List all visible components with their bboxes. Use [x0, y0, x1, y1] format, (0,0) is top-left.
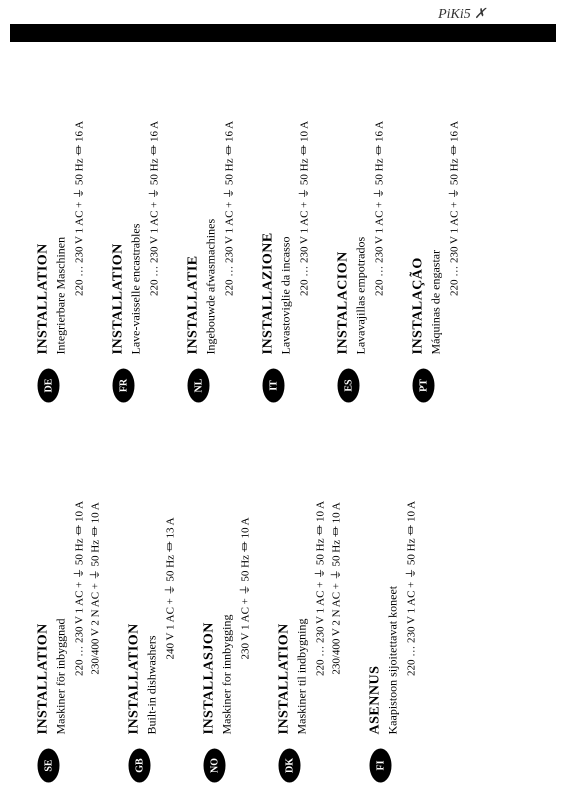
spec-line: 220 … 230 V 1 AC + ⏚ 50 Hz ⏛ 16 A [221, 63, 237, 355]
language-entry: DE INSTALLATIONIntegrierbare Maschinen220… [36, 63, 87, 403]
entry-title: INSTALLAZIONE [261, 63, 277, 355]
country-badge: NL [188, 369, 210, 403]
entry-subtitle: Kaapistoon sijoitettavat koneet [386, 443, 401, 735]
handwritten-note: PiKi5 ✗ [438, 6, 486, 23]
spec-line: 220 … 230 V 1 AC + ⏚ 50 Hz ⏛ 16 A [446, 63, 462, 355]
entry-title: INSTALLATION [36, 63, 52, 355]
country-badge: NO [204, 749, 226, 783]
entry-specs: 220 … 230 V 1 AC + ⏚ 50 Hz ⏛ 10 A [296, 63, 312, 355]
right-column: DEINSTALLATIONIntegrierbare Maschinen220… [36, 63, 486, 403]
entry-specs: 220 … 230 V 1 AC + ⏚ 50 Hz ⏛ 10 A230/400… [71, 443, 103, 735]
entry-subtitle: Integrierbare Maschinen [54, 63, 69, 355]
entry-title: INSTALACION [336, 63, 352, 355]
country-badge: FR [113, 369, 135, 403]
entry-title: INSTALLATIE [186, 63, 202, 355]
entry-text: INSTALLATIONLave-vaisselle encastrables2… [111, 63, 162, 355]
country-badge: FI [370, 749, 392, 783]
country-badge: GB [129, 749, 151, 783]
top-black-bar [10, 24, 556, 42]
rotated-content: SEINSTALLATIONMaskiner för inbyggnad220 … [0, 170, 566, 676]
language-entry: IT INSTALLAZIONELavastoviglie da incasso2… [261, 63, 312, 403]
entry-title: ASENNUS [368, 443, 384, 735]
language-entry: NL INSTALLATIEIngebouwde afwasmachines220… [186, 63, 237, 403]
entry-title: INSTALLASJON [202, 443, 218, 735]
entry-specs: 220 … 230 V 1 AC + ⏚ 50 Hz ⏛ 16 A [446, 63, 462, 355]
spec-line: 240 V 1 AC + ⏚ 50 Hz ⏛ 13 A [162, 443, 178, 735]
entry-text: INSTALAÇÃOMáquinas de engastar220 … 230 … [411, 63, 462, 355]
entry-text: INSTALLASJONMaskiner for innbygging230 V… [202, 443, 253, 735]
language-entry: NO INSTALLASJONMaskiner for innbygging230… [202, 443, 253, 783]
entry-specs: 220 … 230 V 1 AC + ⏚ 50 Hz ⏛ 16 A [146, 63, 162, 355]
spec-line: 220 … 230 V 1 AC + ⏚ 50 Hz ⏛ 16 A [71, 63, 87, 355]
entry-specs: 220 … 230 V 1 AC + ⏚ 50 Hz ⏛ 10 A [403, 443, 419, 735]
entry-specs: 220 … 230 V 1 AC + ⏚ 50 Hz ⏛ 10 A230/400… [312, 443, 344, 735]
left-column: SEINSTALLATIONMaskiner för inbyggnad220 … [36, 443, 486, 783]
entry-subtitle: Lavastoviglie da incasso [279, 63, 294, 355]
entry-text: INSTALLATIONMaskiner til indbygning220 …… [277, 443, 344, 735]
entry-text: INSTALLATIONIntegrierbare Maschinen220 …… [36, 63, 87, 355]
entry-specs: 220 … 230 V 1 AC + ⏚ 50 Hz ⏛ 16 A [371, 63, 387, 355]
entry-title: INSTALLATION [36, 443, 52, 735]
entry-title: INSTALAÇÃO [411, 63, 427, 355]
language-entry: FI ASENNUSKaapistoon sijoitettavat koneet… [368, 443, 419, 783]
spec-line: 220 … 230 V 1 AC + ⏚ 50 Hz ⏛ 10 A [312, 443, 328, 735]
spec-line: 220 … 230 V 1 AC + ⏚ 50 Hz ⏛ 10 A [403, 443, 419, 735]
entry-title: INSTALLATION [111, 63, 127, 355]
entry-specs: 240 V 1 AC + ⏚ 50 Hz ⏛ 13 A [162, 443, 178, 735]
language-entry: DK INSTALLATIONMaskiner til indbygning220… [277, 443, 344, 783]
country-badge: DE [38, 369, 60, 403]
language-entry: SE INSTALLATIONMaskiner för inbyggnad220 … [36, 443, 103, 783]
country-badge: SE [38, 749, 60, 783]
spec-line: 230/400 V 2 N AC + ⏚ 50 Hz ⏛ 10 A [328, 443, 344, 735]
two-column-layout: SEINSTALLATIONMaskiner för inbyggnad220 … [36, 63, 486, 783]
entry-subtitle: Built-in dishwashers [145, 443, 160, 735]
entry-title: INSTALLATION [277, 443, 293, 735]
spec-line: 220 … 230 V 1 AC + ⏚ 50 Hz ⏛ 10 A [71, 443, 87, 735]
language-entry: FR INSTALLATIONLave-vaisselle encastrable… [111, 63, 162, 403]
entry-specs: 220 … 230 V 1 AC + ⏚ 50 Hz ⏛ 16 A [221, 63, 237, 355]
entry-specs: 220 … 230 V 1 AC + ⏚ 50 Hz ⏛ 16 A [71, 63, 87, 355]
country-badge: PT [413, 369, 435, 403]
entry-text: ASENNUSKaapistoon sijoitettavat koneet22… [368, 443, 419, 735]
entry-specs: 230 V 1 AC + ⏚ 50 Hz ⏛ 10 A [237, 443, 253, 735]
spec-line: 220 … 230 V 1 AC + ⏚ 50 Hz ⏛ 10 A [296, 63, 312, 355]
language-entry: ES INSTALACIONLavavajillas empotrados220 … [336, 63, 387, 403]
spec-line: 230 V 1 AC + ⏚ 50 Hz ⏛ 10 A [237, 443, 253, 735]
entry-text: INSTALLATIONMaskiner för inbyggnad220 … … [36, 443, 103, 735]
entry-text: INSTALACIONLavavajillas empotrados220 … … [336, 63, 387, 355]
country-badge: DK [279, 749, 301, 783]
spec-line: 220 … 230 V 1 AC + ⏚ 50 Hz ⏛ 16 A [146, 63, 162, 355]
entry-subtitle: Maskiner til indbygning [295, 443, 310, 735]
entry-subtitle: Maskiner for innbygging [220, 443, 235, 735]
entry-subtitle: Ingebouwde afwasmachines [204, 63, 219, 355]
entry-title: INSTALLATION [127, 443, 143, 735]
entry-text: INSTALLAZIONELavastoviglie da incasso220… [261, 63, 312, 355]
spec-line: 220 … 230 V 1 AC + ⏚ 50 Hz ⏛ 16 A [371, 63, 387, 355]
language-entry: GB INSTALLATIONBuilt-in dishwashers240 V … [127, 443, 178, 783]
country-badge: IT [263, 369, 285, 403]
entry-text: INSTALLATIONBuilt-in dishwashers240 V 1 … [127, 443, 178, 735]
country-badge: ES [338, 369, 360, 403]
entry-subtitle: Lavavajillas empotrados [354, 63, 369, 355]
entry-subtitle: Lave-vaisselle encastrables [129, 63, 144, 355]
language-entry: PT INSTALAÇÃOMáquinas de engastar220 … 23… [411, 63, 462, 403]
entry-text: INSTALLATIEIngebouwde afwasmachines220 …… [186, 63, 237, 355]
entry-subtitle: Maskiner för inbyggnad [54, 443, 69, 735]
spec-line: 230/400 V 2 N AC + ⏚ 50 Hz ⏛ 10 A [87, 443, 103, 735]
entry-subtitle: Máquinas de engastar [429, 63, 444, 355]
